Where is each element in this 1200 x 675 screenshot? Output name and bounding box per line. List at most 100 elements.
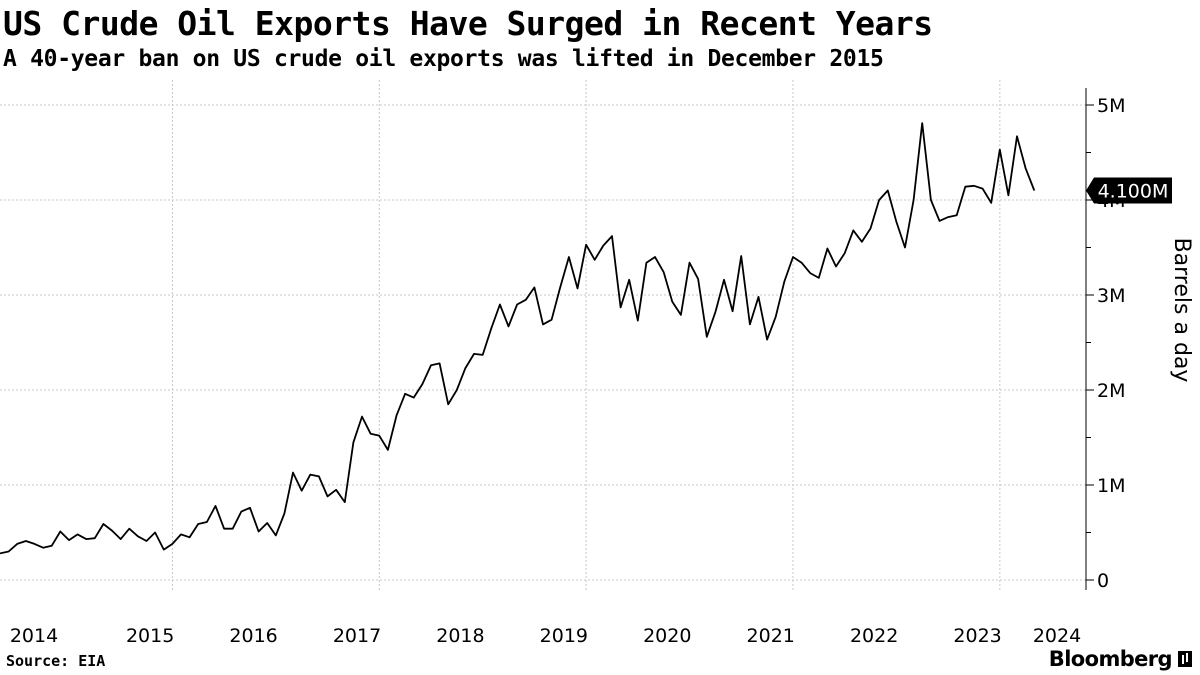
data-point [412, 396, 415, 399]
data-point [50, 544, 53, 547]
x-tick-label: 2020 [643, 625, 691, 647]
data-point [188, 536, 191, 539]
data-point [119, 538, 122, 541]
y-tick-label: 3M [1097, 285, 1125, 307]
data-point [809, 272, 812, 275]
data-point [533, 286, 536, 289]
brand-logo: Bloomberg [1049, 647, 1192, 671]
data-point [636, 319, 639, 322]
data-point [955, 214, 958, 217]
data-point [335, 488, 338, 491]
data-point [76, 533, 79, 536]
data-point [136, 535, 139, 538]
data-point [197, 522, 200, 525]
series-layer [0, 122, 1036, 555]
series-line [0, 122, 1036, 555]
data-point [438, 362, 441, 365]
data-point [111, 529, 114, 532]
data-point [231, 527, 234, 530]
data-point [817, 276, 820, 279]
data-point [679, 313, 682, 316]
data-point [386, 448, 389, 451]
data-point [688, 261, 691, 264]
data-point [240, 510, 243, 513]
brand-name: Bloomberg [1048, 647, 1173, 671]
data-point [559, 286, 562, 289]
data-point [869, 227, 872, 230]
last-value-badge [1086, 177, 1172, 204]
data-point [783, 280, 786, 283]
data-point [128, 527, 131, 530]
x-tick-label: 2016 [229, 625, 277, 647]
gridlines [0, 80, 1086, 592]
data-point [567, 256, 570, 259]
data-point [421, 383, 424, 386]
data-point [774, 315, 777, 318]
data-point [429, 364, 432, 367]
data-point [473, 352, 476, 355]
data-point [593, 258, 596, 261]
data-point [1016, 135, 1019, 138]
data-point [361, 415, 364, 418]
data-point [610, 235, 613, 238]
data-point [714, 311, 717, 314]
data-point [1024, 167, 1027, 170]
data-point [826, 247, 829, 250]
data-point [1033, 189, 1036, 192]
data-point [24, 540, 27, 543]
data-point [524, 298, 527, 301]
data-point [309, 473, 312, 476]
data-point [748, 323, 751, 326]
data-point [154, 531, 157, 534]
source-note: Source: EIA [6, 652, 106, 670]
data-point [990, 201, 993, 204]
x-tick-label: 2017 [333, 625, 381, 647]
data-point [447, 403, 450, 406]
data-point [947, 216, 950, 219]
data-point [352, 441, 355, 444]
x-tick-label: 2022 [850, 625, 898, 647]
data-point [1007, 194, 1010, 197]
data-point [757, 295, 760, 298]
data-point [283, 512, 286, 515]
data-point [886, 189, 889, 192]
data-point [705, 335, 708, 338]
data-point [981, 187, 984, 190]
data-point [16, 542, 19, 545]
data-point [171, 542, 174, 545]
x-tick-label: 2019 [540, 625, 588, 647]
data-point [791, 256, 794, 259]
last-value-label: 4.100M [1098, 181, 1169, 203]
data-point [300, 489, 303, 492]
data-point [490, 327, 493, 330]
data-point [731, 310, 734, 313]
data-point [662, 271, 665, 274]
data-point [404, 392, 407, 395]
data-point [248, 506, 251, 509]
data-point [292, 471, 295, 474]
data-point [654, 256, 657, 259]
data-point [223, 527, 226, 530]
data-point [93, 537, 96, 540]
data-point [266, 522, 269, 525]
x-tick-label: 2024 [1033, 625, 1081, 647]
data-point [542, 323, 545, 326]
bloomberg-terminal-icon [1178, 651, 1192, 667]
data-point [921, 122, 924, 125]
data-point [369, 432, 372, 435]
data-point [395, 414, 398, 417]
data-point [585, 243, 588, 246]
data-point [972, 184, 975, 187]
data-point [904, 246, 907, 249]
data-point [145, 540, 148, 543]
y-tick-label: 5M [1097, 95, 1125, 117]
data-point [317, 475, 320, 478]
chart-title: US Crude Oil Exports Have Surged in Rece… [3, 4, 933, 43]
y-axis: 01M2M3M4M5M [1085, 88, 1125, 592]
y-tick-label: 2M [1097, 380, 1125, 402]
data-point [938, 219, 941, 222]
data-point [180, 533, 183, 536]
data-point [998, 148, 1001, 151]
data-point [455, 389, 458, 392]
y-tick-label: 1M [1097, 475, 1125, 497]
